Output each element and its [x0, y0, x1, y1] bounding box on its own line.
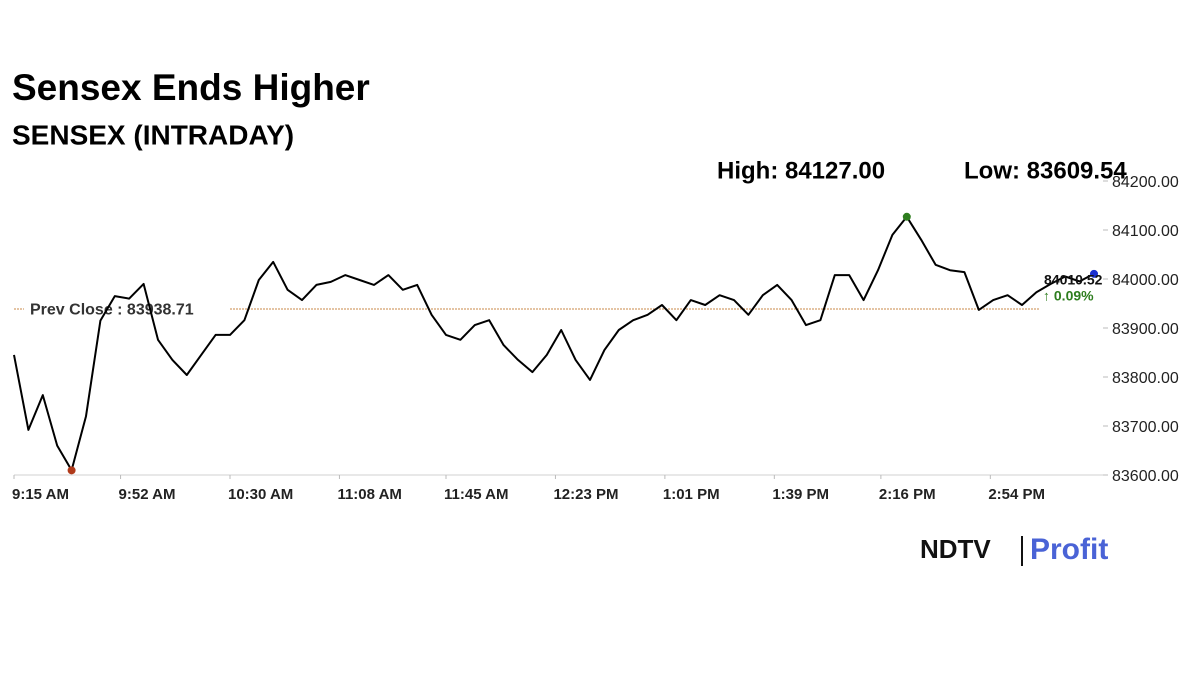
- last-change-label: ↑ 0.09%: [1043, 288, 1094, 304]
- x-tick-label: 2:16 PM: [879, 486, 936, 503]
- chart-title: Sensex Ends Higher: [12, 67, 370, 108]
- chart-subtitle: SENSEX (INTRADAY): [12, 119, 294, 150]
- y-tick-label: 83800.00: [1112, 370, 1179, 387]
- series-line: [13, 215, 1095, 472]
- logo-left: NDTV: [920, 534, 991, 564]
- y-tick-label: 83700.00: [1112, 419, 1179, 436]
- y-tick-label: 84200.00: [1112, 174, 1179, 191]
- x-tick-label: 1:39 PM: [772, 486, 829, 503]
- x-tick-label: 11:08 AM: [337, 486, 401, 503]
- low-marker: [67, 466, 76, 475]
- x-tick-label: 11:45 AM: [444, 486, 508, 503]
- y-tick-label: 83900.00: [1112, 321, 1179, 338]
- reference-label: Prev Close : 83938.71: [30, 301, 194, 318]
- x-tick-label: 9:15 AM: [12, 486, 69, 503]
- x-tick-label: 10:30 AM: [228, 486, 293, 503]
- x-tick-label: 1:01 PM: [663, 486, 720, 503]
- y-tick-label: 84000.00: [1112, 272, 1179, 289]
- logo-right: Profit: [1030, 533, 1108, 566]
- y-tick-label: 83600.00: [1112, 468, 1179, 485]
- last-value-label: 84010.52: [1044, 272, 1103, 288]
- low-label: Low: 83609.54: [964, 157, 1127, 184]
- y-tick-label: 84100.00: [1112, 223, 1179, 240]
- high-label: High: 84127.00: [717, 157, 885, 184]
- reference-label-bg: [24, 299, 229, 320]
- high-marker: [902, 212, 911, 221]
- last-marker: [1090, 269, 1098, 278]
- x-tick-label: 12:23 PM: [553, 486, 618, 503]
- logo: NDTV Profit: [920, 533, 1108, 566]
- x-tick-label: 2:54 PM: [988, 486, 1045, 503]
- x-tick-label: 9:52 AM: [119, 486, 176, 503]
